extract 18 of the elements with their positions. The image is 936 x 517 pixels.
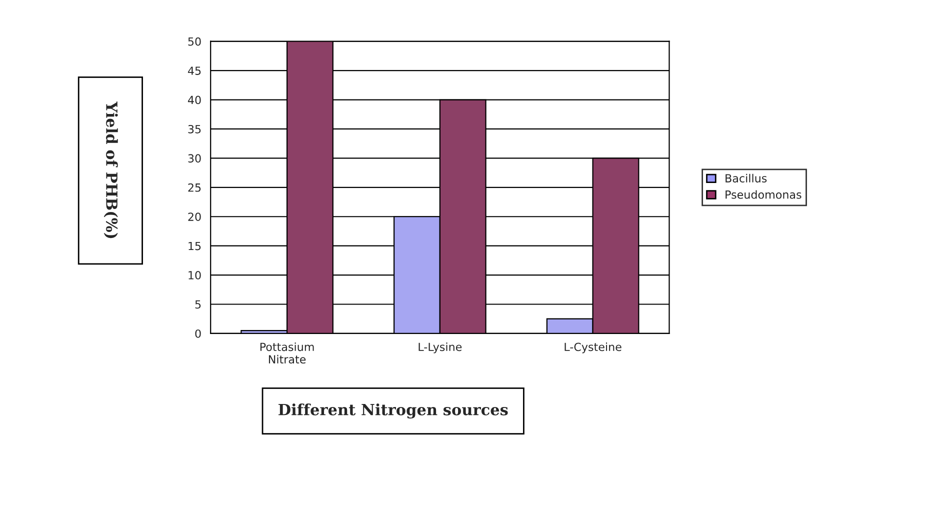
y-axis-title: Yield of PHB(%) (104, 102, 118, 238)
y-tick-label: 20 (188, 212, 201, 221)
y-tick-label: 25 (188, 183, 201, 192)
x-tick-label: Pottasium Nitrate (260, 342, 314, 364)
x-tick-label: L-Cysteine (564, 342, 622, 354)
y-tick-label: 5 (195, 300, 201, 309)
legend-label: Pseudomonas (726, 190, 802, 199)
legend-label: Bacillus (726, 174, 767, 182)
y-tick-label: 35 (188, 124, 201, 134)
y-tick-label: 30 (188, 154, 201, 163)
y-tick-label: 0 (195, 329, 201, 338)
y-tick-label: 50 (188, 37, 201, 46)
x-tick-label: L-Lysine (418, 342, 462, 354)
x-axis-title: Different Nitrogen sources (278, 404, 508, 419)
y-tick-label: 15 (188, 242, 201, 250)
y-tick-label: 40 (188, 96, 201, 104)
y-tick-label: 10 (188, 271, 201, 280)
y-tick-label: 45 (188, 66, 201, 75)
